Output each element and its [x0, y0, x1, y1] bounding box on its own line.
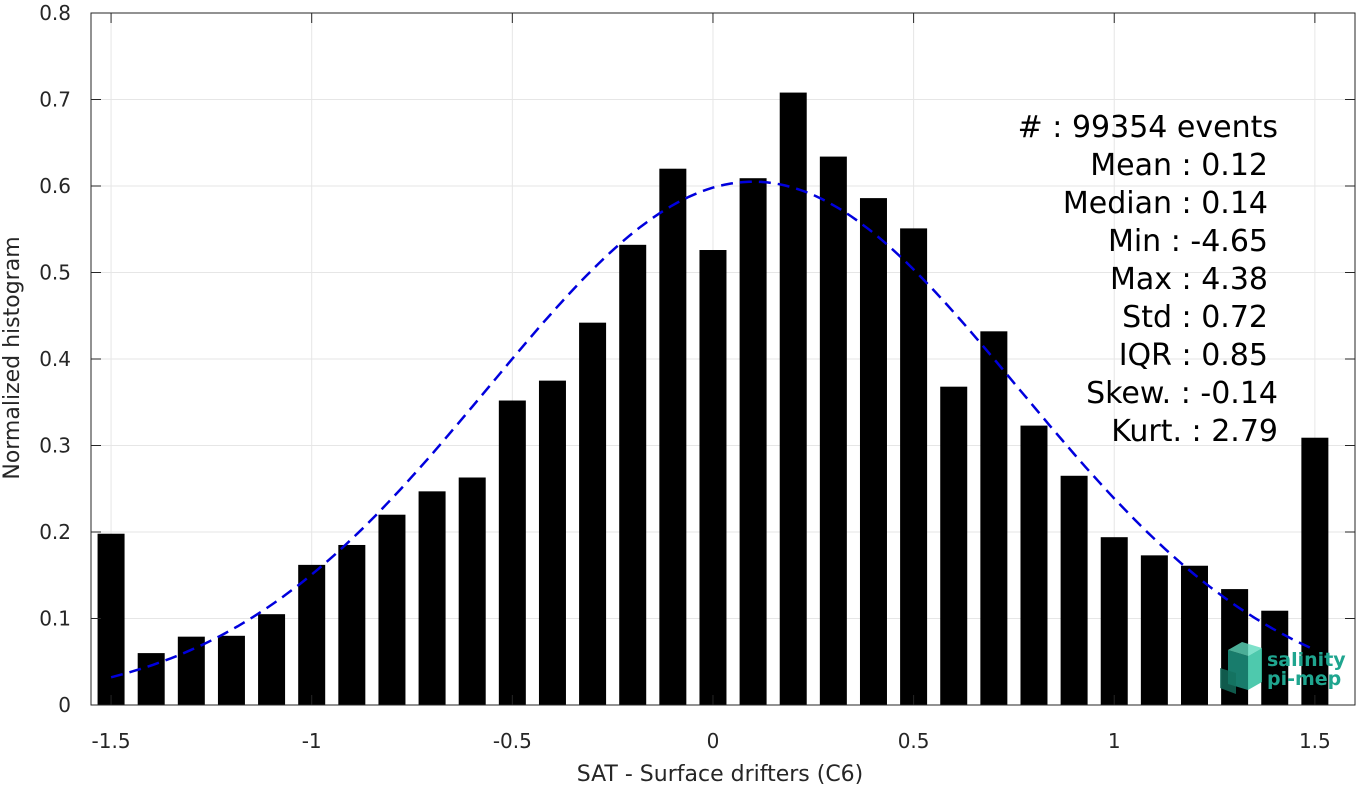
histogram-bar [819, 156, 847, 706]
y-tick-label: 0.2 [39, 520, 71, 544]
x-tick-label: 1.5 [1299, 729, 1331, 753]
x-tick-label: 0.5 [898, 729, 930, 753]
x-axis-ticks: -1.5 -1 -0.5 0 0.5 1 1.5 [92, 13, 1331, 753]
y-tick-label: 0.3 [39, 434, 71, 458]
stat-line: Median : 0.14 [1063, 186, 1268, 221]
histogram-bar [1301, 437, 1329, 705]
histogram-bar [699, 250, 727, 705]
stat-line: Min : -4.65 [1108, 224, 1268, 259]
y-tick-label: 0.6 [39, 174, 71, 198]
salinity-pi-mep-logo: salinity pi-mep [1220, 642, 1346, 694]
stat-line: Mean : 0.12 [1090, 148, 1268, 183]
histogram-bar [498, 400, 526, 705]
histogram-bar [418, 491, 446, 705]
histogram-bar [659, 168, 687, 705]
logo-line-1: salinity [1267, 649, 1346, 671]
histogram-bar [579, 322, 607, 705]
x-tick-label: 0 [707, 729, 720, 753]
y-tick-label: 0.8 [39, 1, 71, 25]
histogram-bar [258, 614, 286, 705]
histogram-bar [217, 635, 245, 705]
y-axis-label: Normalized histogram [0, 236, 25, 479]
stat-line: # : 99354 events [1018, 110, 1278, 145]
histogram-bar [338, 544, 366, 705]
histogram-bar [1020, 425, 1048, 705]
histogram-bar [1100, 537, 1128, 705]
histogram-bar [1180, 565, 1208, 705]
logo-line-2: pi-mep [1267, 668, 1341, 690]
histogram-bar [97, 533, 125, 705]
stat-line: Std : 0.72 [1122, 300, 1268, 335]
logo-cube-icon [1220, 642, 1262, 694]
histogram-bar [1140, 555, 1168, 705]
histogram-bar [1261, 610, 1289, 705]
gaussian-fit-curve [110, 180, 1316, 679]
histogram-bar [298, 564, 326, 705]
histogram-bar [779, 92, 807, 705]
x-axis-label: SAT - Surface drifters (C6) [577, 762, 864, 785]
x-tick-label: 1 [1108, 729, 1121, 753]
histogram-bars [97, 92, 1329, 706]
stat-line: IQR : 0.85 [1119, 338, 1268, 373]
histogram-bar [137, 653, 165, 705]
x-tick-label: -1 [302, 729, 322, 753]
histogram-bar [619, 244, 647, 705]
y-tick-label: 0.4 [39, 347, 71, 371]
histogram-bar [1060, 475, 1088, 705]
x-tick-label: -0.5 [493, 729, 532, 753]
histogram-bar [980, 331, 1008, 705]
histogram-bar [378, 514, 406, 705]
histogram-bar [538, 380, 566, 705]
histogram-bar [859, 198, 887, 706]
stat-line: Kurt. : 2.79 [1111, 414, 1278, 449]
y-tick-label: 0.5 [39, 261, 71, 285]
x-tick-label: -1.5 [92, 729, 131, 753]
histogram-bar [739, 178, 767, 706]
histogram-bar [177, 636, 205, 705]
histogram-bar [940, 386, 968, 705]
y-tick-label: 0 [58, 693, 71, 717]
y-tick-label: 0.7 [39, 88, 71, 112]
histogram-bar [900, 228, 928, 705]
stat-line: Skew. : -0.14 [1086, 376, 1278, 411]
y-axis-ticks: 0 0.1 0.2 0.3 0.4 0.5 0.6 0.7 0.8 [39, 1, 1355, 717]
histogram-bar [458, 477, 486, 705]
stat-line: Max : 4.38 [1110, 262, 1268, 297]
y-tick-label: 0.1 [39, 607, 71, 631]
